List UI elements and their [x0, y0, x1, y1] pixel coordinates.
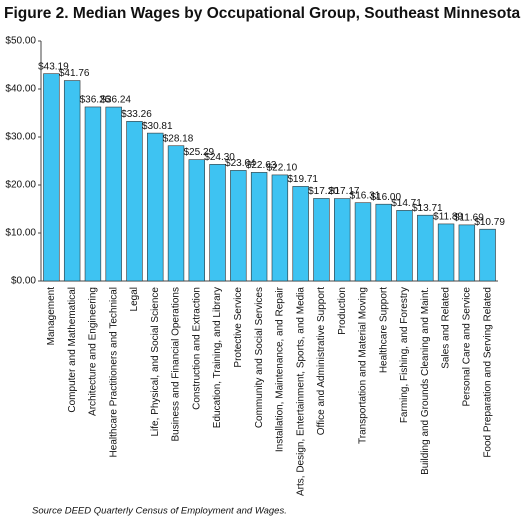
bar [396, 210, 413, 282]
bar [250, 172, 268, 282]
bar [313, 198, 330, 282]
value-label: $28.18 [163, 133, 194, 144]
value-label: $13.71 [412, 203, 443, 214]
bar [188, 159, 205, 282]
bar [105, 106, 122, 282]
bar [375, 203, 392, 282]
y-tick-label: $50.00 [5, 36, 36, 47]
x-tick-label: Protective Service [233, 287, 244, 368]
y-tick-label: $30.00 [5, 132, 36, 143]
value-label: $17.20 [308, 186, 339, 197]
x-tick-label: Sales and Related [441, 287, 452, 369]
x-tick-label: Business and Financial Operations [171, 287, 182, 442]
value-label: $22.10 [267, 163, 298, 174]
x-tick-label: Construction and Extraction [191, 287, 202, 410]
y-tick-label: $40.00 [5, 84, 36, 95]
value-label: $19.71 [287, 174, 318, 185]
y-tick-label: $0.00 [11, 276, 36, 287]
x-tick-label: Healthcare Practitioners and Technical [108, 287, 119, 457]
value-label: $17.17 [329, 186, 360, 197]
x-tick-label: Community and Social Services [254, 287, 265, 428]
bar [63, 80, 81, 282]
value-label: $22.63 [246, 160, 277, 171]
value-label: $11.69 [454, 213, 484, 224]
bar [458, 224, 476, 282]
value-label: $24.30 [204, 152, 235, 163]
bar [84, 106, 102, 282]
value-label: $14.71 [391, 198, 422, 209]
x-tick-label: Life, Physical, and Social Science [150, 287, 161, 437]
x-tick-label: Architecture and Engineering [88, 287, 99, 416]
value-label: $30.81 [142, 121, 173, 132]
x-tick-label: Management [46, 287, 57, 346]
value-label: $23.04 [225, 158, 256, 169]
bar [209, 164, 226, 282]
value-label: $11.89 [433, 212, 463, 223]
bar [292, 186, 309, 282]
value-label: $10.79 [474, 217, 505, 228]
bar [437, 223, 455, 282]
y-tick-label: $10.00 [5, 228, 36, 239]
value-label: $33.26 [121, 109, 152, 120]
x-tick-label: Building and Grounds Cleaning and Maint. [420, 287, 431, 475]
x-tick-label: Computer and Mathematical [67, 287, 78, 413]
x-tick-label: Farming, Fishing, and Forestry [399, 287, 410, 423]
x-tick-label: Production [337, 287, 348, 335]
value-label: $36.26 [80, 95, 111, 106]
bar [417, 214, 434, 282]
chart-title: Figure 2. Median Wages by Occupational G… [4, 5, 521, 22]
bar [271, 174, 289, 282]
value-label: $43.19 [38, 61, 69, 72]
bar [126, 121, 143, 282]
x-tick-label: Transportation and Material Moving [358, 287, 369, 444]
x-tick-label: Education, Training, and Library [212, 287, 223, 428]
source-note: Source DEED Quarterly Census of Employme… [32, 506, 287, 517]
x-tick-label: Personal Care and Service [461, 287, 472, 407]
y-tick-label: $20.00 [5, 180, 36, 191]
bar [167, 145, 185, 282]
value-label: $25.29 [183, 147, 214, 158]
bar [43, 73, 60, 282]
x-tick-label: Installation, Maintenance, and Repair [275, 286, 286, 452]
x-tick-label: Arts, Design, Entertainment, Sports, and… [295, 287, 306, 496]
x-tick-label: Food Preparation and Serving Related [482, 287, 493, 458]
x-tick-label: Office and Administrative Support [316, 287, 327, 435]
value-label: $41.76 [59, 68, 90, 79]
x-tick-label: Healthcare Support [378, 287, 389, 373]
value-label: $36.24 [100, 95, 131, 106]
bar [334, 198, 351, 282]
bar [354, 202, 372, 282]
bar [230, 170, 247, 282]
x-tick-label: Legal [129, 287, 140, 311]
value-label: $16.00 [370, 192, 401, 203]
bar [147, 132, 164, 282]
value-label: $16.31 [350, 190, 381, 201]
bar [479, 228, 496, 282]
